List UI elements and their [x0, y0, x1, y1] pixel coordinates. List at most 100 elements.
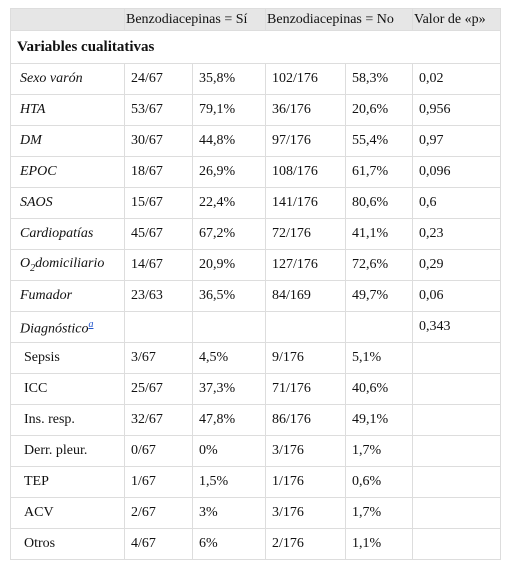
table-cell: 0,6	[412, 187, 502, 219]
table-cell: 15/67	[124, 187, 193, 219]
cell-text: 36,5%	[199, 288, 236, 303]
results-table: Benzodiacepinas = Sí Benzodiacepinas = N…	[9, 8, 502, 560]
table-cell: 0,23	[412, 218, 502, 250]
cell-text: 102/176	[272, 71, 318, 86]
table-cell: 35,8%	[191, 63, 267, 95]
cell-text: 61,7%	[352, 164, 389, 179]
cell-text: 37,3%	[199, 381, 236, 396]
table-cell: 67,2%	[191, 218, 267, 250]
cell-text: 53/67	[131, 102, 163, 117]
label-text: domiciliario	[35, 256, 105, 272]
cell-text: 30/67	[131, 133, 163, 148]
table-cell: 26,9%	[191, 156, 267, 188]
label-text: SAOS	[20, 195, 53, 210]
table-cell: 72,6%	[345, 249, 414, 281]
table-cell: 23/63	[124, 280, 193, 312]
table-row: Sepsis 3/67 4,5% 9/176 5,1%	[10, 342, 502, 374]
section-row: Variables cualitativas	[9, 30, 502, 64]
label-text: HTA	[20, 102, 46, 117]
row-label: Sexo varón	[10, 63, 125, 95]
table-cell: 1,5%	[191, 466, 267, 498]
table-cell	[124, 311, 193, 343]
table-cell: 97/176	[265, 125, 347, 157]
table-cell: 40,6%	[345, 373, 414, 405]
cell-text: 4/67	[131, 536, 156, 551]
table-cell: 108/176	[265, 156, 347, 188]
cell-text: 80,6%	[352, 195, 389, 210]
cell-text: 0,6%	[352, 474, 382, 489]
table-cell: 102/176	[265, 63, 347, 95]
table-cell: 53/67	[124, 94, 193, 126]
label-text: Otros	[24, 536, 56, 551]
label-text: O	[20, 256, 31, 272]
label-text: DM	[20, 133, 42, 148]
table-cell: 20,6%	[345, 94, 414, 126]
table-row: Diagnósticoa 0,343	[10, 311, 502, 343]
cell-text: 1/67	[131, 474, 156, 489]
row-label: ACV	[10, 497, 125, 529]
table-cell	[412, 528, 502, 560]
header-row: Benzodiacepinas = Sí Benzodiacepinas = N…	[10, 8, 502, 31]
table-cell: 61,7%	[345, 156, 414, 188]
table-cell	[412, 404, 502, 436]
cell-text: 72/176	[272, 226, 311, 241]
table-cell: 71/176	[265, 373, 347, 405]
table-cell	[265, 311, 347, 343]
row-label: Ins. resp.	[10, 404, 125, 436]
row-label: Derr. pleur.	[10, 435, 125, 467]
cell-text: 26,9%	[199, 164, 236, 179]
cell-text: 5,1%	[352, 350, 382, 365]
table-row: Derr. pleur. 0/67 0% 3/176 1,7%	[10, 435, 502, 467]
row-label: Fumador	[10, 280, 125, 312]
cell-text: 49,1%	[352, 412, 389, 427]
row-label: DM	[10, 125, 125, 157]
label-text: Diagnóstico	[20, 321, 89, 337]
cell-text: 0,97	[419, 133, 444, 148]
table-cell: 0,956	[412, 94, 502, 126]
label-text: ACV	[24, 505, 54, 520]
table-cell: 84/169	[265, 280, 347, 312]
table-cell: 5,1%	[345, 342, 414, 374]
cell-text: 32/67	[131, 412, 163, 427]
table-cell: 3%	[191, 497, 267, 529]
cell-text: 24/67	[131, 71, 163, 86]
cell-text: 14/67	[131, 257, 163, 272]
table-cell: 86/176	[265, 404, 347, 436]
header-cell	[10, 8, 125, 31]
cell-text: 23/63	[131, 288, 163, 303]
footnote-link[interactable]: a	[88, 318, 94, 330]
cell-text: 0,06	[419, 288, 444, 303]
table-row: Ins. resp. 32/67 47,8% 86/176 49,1%	[10, 404, 502, 436]
row-label: Diagnósticoa	[10, 311, 125, 343]
table-cell: 0%	[191, 435, 267, 467]
table-row: ACV 2/67 3% 3/176 1,7%	[10, 497, 502, 529]
cell-text: 67,2%	[199, 226, 236, 241]
cell-text: 20,9%	[199, 257, 236, 272]
cell-text: 86/176	[272, 412, 311, 427]
header-cell: Valor de «p»	[412, 8, 502, 31]
table-cell	[191, 311, 267, 343]
table-cell: 127/176	[265, 249, 347, 281]
cell-text: 1,1%	[352, 536, 382, 551]
cell-text: 36/176	[272, 102, 311, 117]
table-cell: 6%	[191, 528, 267, 560]
table-cell: 44,8%	[191, 125, 267, 157]
table-cell: 0,29	[412, 249, 502, 281]
table-cell: 1,1%	[345, 528, 414, 560]
cell-text: 2/176	[272, 536, 304, 551]
table-row: EPOC 18/67 26,9% 108/176 61,7% 0,096	[10, 156, 502, 188]
table-cell	[412, 342, 502, 374]
table-cell: 72/176	[265, 218, 347, 250]
row-label: EPOC	[10, 156, 125, 188]
table-row: Cardiopatías 45/67 67,2% 72/176 41,1% 0,23	[10, 218, 502, 250]
cell-text: 3/67	[131, 350, 156, 365]
table-cell: 45/67	[124, 218, 193, 250]
row-label: SAOS	[10, 187, 125, 219]
row-label: Sepsis	[10, 342, 125, 374]
cell-text: 2/67	[131, 505, 156, 520]
table-cell: 79,1%	[191, 94, 267, 126]
table-row: Otros 4/67 6% 2/176 1,1%	[10, 528, 502, 560]
table-cell: 9/176	[265, 342, 347, 374]
header-cell: Benzodiacepinas = No	[265, 8, 414, 31]
cell-text: 25/67	[131, 381, 163, 396]
